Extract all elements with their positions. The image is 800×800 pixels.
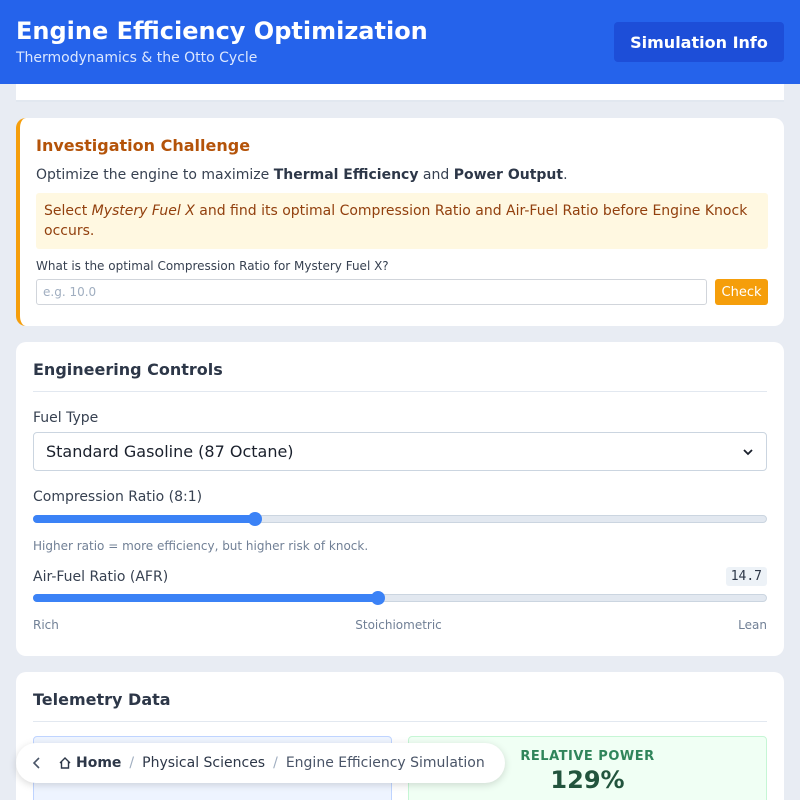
home-icon [59, 757, 71, 769]
challenge-question: What is the optimal Compression Ratio fo… [36, 259, 389, 273]
desc-thermal-efficiency: Thermal Efficiency [273, 167, 419, 183]
answer-row: Check [36, 279, 768, 305]
afr-scale: Rich Stoichiometric Lean [33, 618, 767, 632]
controls-card: Engineering Controls Fuel Type Standard … [16, 342, 784, 656]
scale-lean: Lean [738, 618, 767, 632]
breadcrumb-current: Engine Efficiency Simulation [285, 755, 485, 771]
breadcrumb-physical-sciences[interactable]: Physical Sciences [142, 755, 266, 771]
slider-thumb[interactable] [248, 512, 263, 526]
relative-power-value: 129% [550, 766, 625, 794]
desc-text: and [418, 167, 454, 183]
compression-slider[interactable] [33, 511, 767, 527]
header: Engine Efficiency Optimization Thermodyn… [0, 0, 800, 84]
breadcrumb-separator: / [273, 755, 278, 771]
task-text: Select [44, 203, 92, 219]
afr-header: Air-Fuel Ratio (AFR) 14.7 [33, 567, 767, 586]
challenge-title: Investigation Challenge [36, 136, 251, 155]
desc-text: Optimize the engine to maximize [36, 167, 274, 183]
relative-power-label: RELATIVE POWER [520, 749, 655, 764]
task-fuel-name: Mystery Fuel X [91, 203, 195, 219]
breadcrumb-separator: / [129, 755, 135, 771]
fuel-type-value: Standard Gasoline (87 Octane) [46, 442, 294, 461]
compression-hint: Higher ratio = more efficiency, but high… [33, 539, 369, 553]
task-text: and find its optimal Compression Ratio a… [44, 203, 748, 239]
slider-thumb[interactable] [370, 591, 385, 605]
breadcrumb: Home / Physical Sciences / Engine Effici… [16, 743, 505, 783]
telemetry-title: Telemetry Data [33, 690, 767, 722]
afr-value: 14.7 [725, 567, 767, 586]
scale-stoichiometric: Stoichiometric [355, 618, 442, 632]
compression-label: Compression Ratio (8:1) [33, 489, 203, 505]
slider-fill [33, 594, 378, 602]
desc-text: . [563, 167, 568, 183]
desc-power-output: Power Output [453, 167, 564, 183]
slider-fill [33, 515, 256, 523]
challenge-description: Optimize the engine to maximize Thermal … [36, 167, 768, 183]
check-button[interactable]: Check [715, 279, 768, 305]
page-subtitle: Thermodynamics & the Otto Cycle [16, 50, 258, 66]
scale-rich: Rich [33, 618, 59, 632]
answer-input[interactable] [36, 279, 707, 305]
challenge-card: Investigation Challenge Optimize the eng… [16, 118, 784, 326]
page-title: Engine Efficiency Optimization [16, 17, 428, 45]
afr-label: Air-Fuel Ratio (AFR) [33, 568, 169, 585]
fuel-type-select[interactable]: Standard Gasoline (87 Octane) [33, 432, 767, 471]
afr-slider[interactable] [33, 590, 767, 606]
breadcrumb-home[interactable]: Home [76, 755, 122, 771]
fuel-type-label: Fuel Type [33, 410, 99, 426]
controls-title: Engineering Controls [33, 360, 767, 392]
challenge-task: Select Mystery Fuel X and find its optim… [36, 193, 768, 249]
header-strip [16, 84, 784, 102]
chevron-down-icon [743, 448, 753, 455]
simulation-info-button[interactable]: Simulation Info [614, 22, 784, 62]
chevron-left-icon[interactable] [30, 756, 44, 770]
